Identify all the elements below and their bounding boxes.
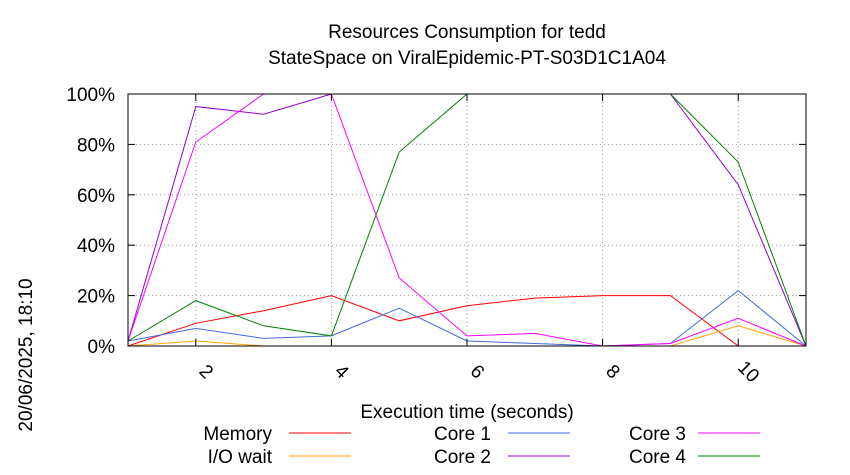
- y-tick-label: 100%: [66, 85, 115, 106]
- axis-ticks: 0% 20% 40% 60% 80% 100% 2 4 6 8 10: [66, 85, 806, 387]
- legend-label-core-3: Core 3: [629, 424, 686, 445]
- x-tick-label: 4: [330, 361, 353, 384]
- legend-label-core-1: Core 1: [434, 424, 491, 445]
- y-tick-label: 60%: [77, 186, 115, 207]
- legend-label-i-o-wait: I/O wait: [208, 447, 273, 468]
- legend-label-memory: Memory: [203, 424, 272, 445]
- timestamp-label: 20/06/2025, 18:10: [16, 278, 37, 431]
- chart-title-line-1: Resources Consumption for tedd: [328, 22, 606, 43]
- series-lines: [127, 93, 807, 347]
- x-axis-label: Execution time (seconds): [360, 402, 573, 423]
- x-tick-label: 10: [733, 357, 763, 387]
- x-tick-label: 8: [601, 361, 623, 383]
- series-line-core-4: [127, 93, 807, 347]
- chart-title-line-2: StateSpace on ViralEpidemic-PT-S03D1C1A0…: [268, 48, 666, 69]
- y-tick-label: 20%: [77, 287, 115, 308]
- series-line-memory: [127, 295, 806, 347]
- y-tick-label: 0%: [88, 337, 116, 358]
- grid: [128, 94, 806, 346]
- y-tick-label: 80%: [77, 135, 115, 156]
- x-tick-label: 2: [195, 361, 217, 383]
- y-tick-label: 40%: [77, 236, 115, 257]
- legend-label-core-2: Core 2: [434, 447, 491, 468]
- plot-border: [127, 93, 807, 347]
- legend-label-core-4: Core 4: [629, 447, 686, 468]
- series-line-core-3: [127, 93, 807, 347]
- x-tick-label: 6: [466, 361, 488, 383]
- series-line-core-2: [127, 93, 807, 347]
